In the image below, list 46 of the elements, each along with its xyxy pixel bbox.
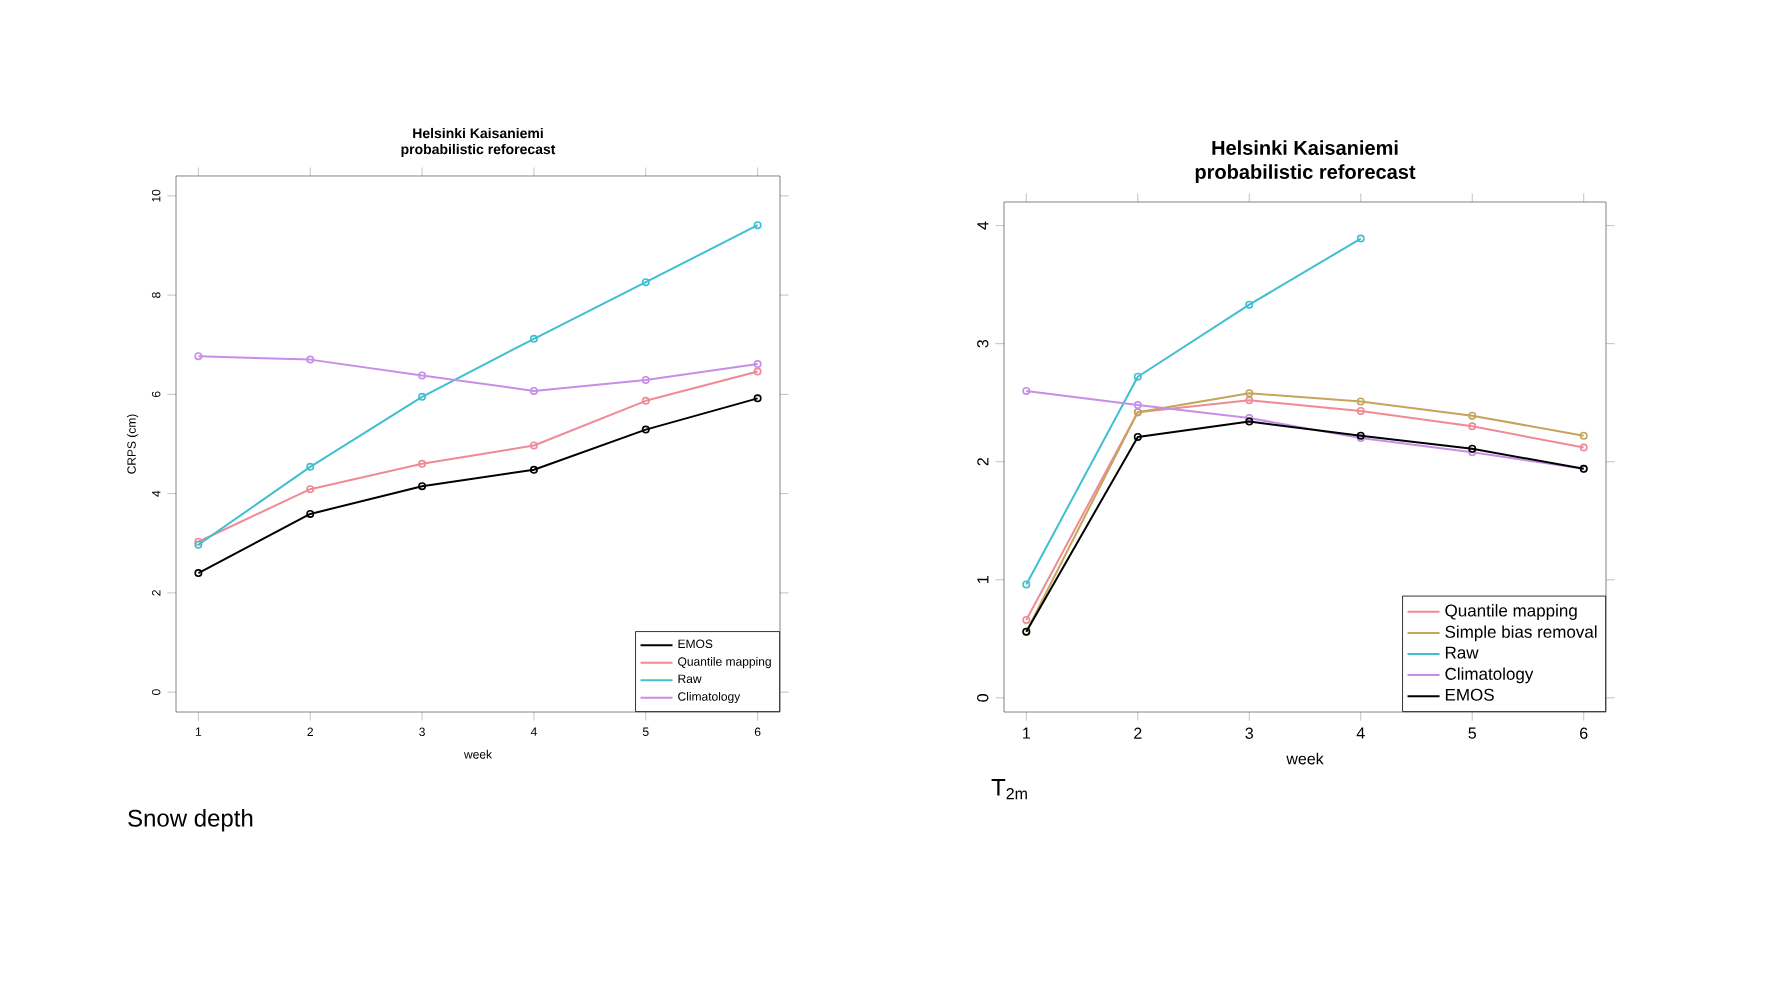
x-tick-label: 1 bbox=[1023, 727, 1030, 739]
y-tick-label: 1 bbox=[977, 576, 989, 583]
point bbox=[1133, 401, 1142, 410]
point bbox=[418, 482, 427, 491]
legend-label: Climatology bbox=[1445, 667, 1534, 684]
y-tick-label: 4 bbox=[977, 221, 989, 230]
point bbox=[1133, 372, 1142, 381]
point bbox=[641, 396, 650, 405]
point bbox=[306, 462, 315, 471]
legend-label: Simple bias removal bbox=[1445, 625, 1597, 642]
point bbox=[1468, 422, 1477, 431]
y-tick-label: 2 bbox=[977, 458, 989, 466]
point bbox=[306, 485, 315, 494]
x-tick-label: 6 bbox=[1580, 727, 1588, 739]
y-tick-label: 3 bbox=[977, 339, 989, 348]
x-axis-title: week bbox=[1286, 752, 1324, 765]
point bbox=[529, 465, 538, 474]
point bbox=[1356, 406, 1365, 415]
x-tick-label: 2 bbox=[1134, 727, 1142, 739]
point bbox=[1245, 396, 1254, 405]
text: Snow depth bbox=[128, 809, 253, 832]
point bbox=[306, 509, 315, 518]
legend-label: Raw bbox=[1445, 646, 1479, 659]
point bbox=[418, 459, 427, 468]
point bbox=[641, 375, 650, 384]
legend-label: Quantile mapping bbox=[1445, 604, 1577, 620]
point bbox=[529, 386, 538, 395]
point bbox=[529, 334, 538, 343]
x-tick-label: 4 bbox=[1356, 727, 1365, 739]
point bbox=[418, 392, 427, 401]
text: T$_{2m}$ bbox=[991, 779, 1027, 800]
point bbox=[1245, 389, 1254, 398]
y-tick-label: 0 bbox=[977, 694, 989, 702]
point bbox=[529, 441, 538, 450]
point bbox=[306, 355, 315, 364]
legend-label: EMOS bbox=[1445, 688, 1494, 701]
point bbox=[1468, 411, 1477, 420]
point bbox=[418, 371, 427, 380]
chart-title: Helsinki Kaisaniemi probabilistic reforecast bbox=[1195, 140, 1416, 183]
point bbox=[1356, 397, 1365, 406]
x-tick-label: 3 bbox=[1245, 727, 1254, 739]
x-tick-label: 5 bbox=[1468, 727, 1476, 739]
point bbox=[1245, 300, 1254, 309]
point bbox=[1133, 432, 1142, 441]
point bbox=[641, 278, 650, 287]
point bbox=[641, 425, 650, 434]
